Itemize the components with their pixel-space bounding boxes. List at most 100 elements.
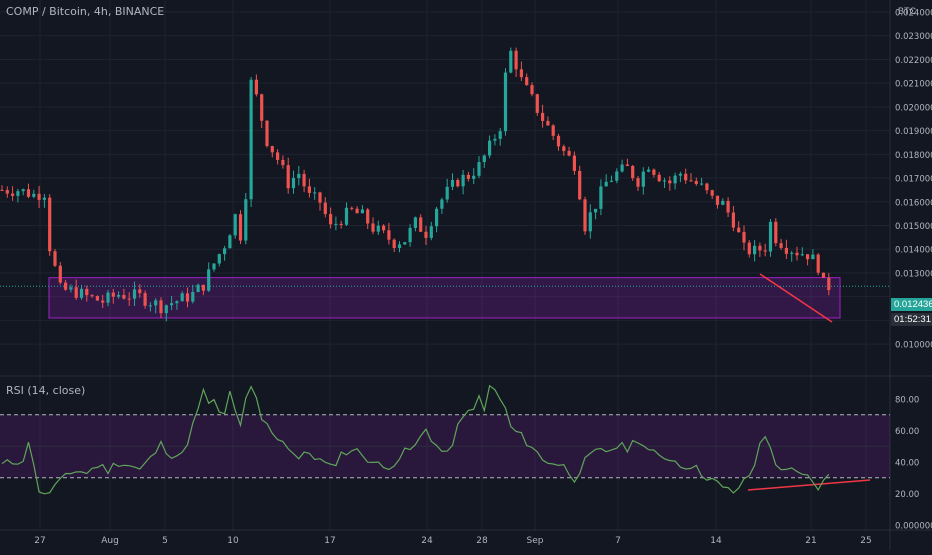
candle-body [350,207,354,209]
candle-body [90,295,94,297]
candle-body [26,189,31,197]
candle-body [721,200,725,205]
candle-body [827,277,831,291]
candle-body [132,289,137,299]
candle-body [625,164,629,166]
candle-body [816,254,820,273]
candle-body [297,173,301,179]
candle-body [583,199,587,232]
candle-body [519,69,523,78]
candle-body [641,171,645,187]
price-trendline [759,273,833,323]
candle-body [265,120,269,147]
candle-body [5,190,9,194]
candle-body [366,209,370,224]
candle-body [281,159,285,166]
rsi-tick-label: 80.00 [895,396,919,406]
candle-body [657,174,661,182]
candle-body [572,155,576,171]
candle-body [148,305,152,307]
candle-body [662,180,667,182]
candle-body [615,171,619,181]
candle-body [101,300,105,303]
candle-body [742,232,746,243]
candle-body [276,152,280,160]
candle-body [180,293,184,302]
candle-body [85,288,89,296]
rsi-line [1,384,830,495]
candle-body [413,217,417,228]
candle-body [647,169,651,172]
candle-body [509,50,513,73]
candle-body [138,289,142,294]
candle-body [726,200,730,213]
candle-body [233,214,237,236]
candle-body [376,225,380,232]
time-tick-label: Aug [101,536,119,546]
candle-body [32,193,36,197]
time-tick-label: 17 [324,536,335,546]
candle-body [514,50,518,70]
candle-body [122,294,126,299]
candle-body [588,212,592,232]
candle-body [737,227,741,233]
rsi-trendline [747,479,871,491]
candle-body [360,209,364,214]
candle-body [53,251,57,266]
time-tick-label: 7 [615,536,621,546]
candle-body [784,247,788,254]
candle-body [710,190,714,196]
candle-body [525,77,529,86]
time-tick-label: 25 [860,536,871,546]
candle-body [609,180,614,182]
candle-body [821,272,826,278]
candle-body [567,150,571,156]
candle-body [440,199,444,209]
candle-body [694,180,698,185]
candle-body [684,173,688,181]
price-tick-label: 0.023000 [895,32,932,42]
candle-body [159,300,163,314]
candle-body [164,305,168,314]
candle-body [323,202,327,215]
candle-body [382,225,386,231]
candle-body [477,162,481,176]
candle-body [763,250,767,252]
candle-body [16,191,20,196]
candle-body [530,85,534,95]
candle-body [482,155,486,163]
candle-body [811,254,815,260]
candle-body [668,180,672,184]
time-tick-label: 27 [34,536,45,546]
candle-body [779,243,783,248]
candle-body [58,265,62,283]
candle-body [270,146,274,153]
candle-body [546,120,550,126]
candle-body [228,235,232,249]
candle-body [0,189,4,191]
candle-body [556,135,561,147]
price-tick-label: 0.020000 [895,103,932,113]
candle-body [244,199,248,241]
candle-body [403,242,407,245]
candle-body [223,248,227,255]
candle-body [472,175,476,179]
candle-body [106,292,110,303]
candle-body [535,94,539,113]
candle-body [456,179,460,187]
candle-body [48,197,52,252]
candle-body [201,284,205,291]
candle-body [578,170,582,200]
candle-body [673,175,677,184]
candle-body [715,195,720,205]
candle-body [371,223,375,232]
candle-body [631,165,635,179]
candle-body [329,214,333,225]
candle-body [344,207,349,225]
candle-body [11,193,15,196]
rsi-tick-label: 0.000000 [895,522,932,532]
candle-body [636,178,640,187]
candle-body [541,112,545,121]
